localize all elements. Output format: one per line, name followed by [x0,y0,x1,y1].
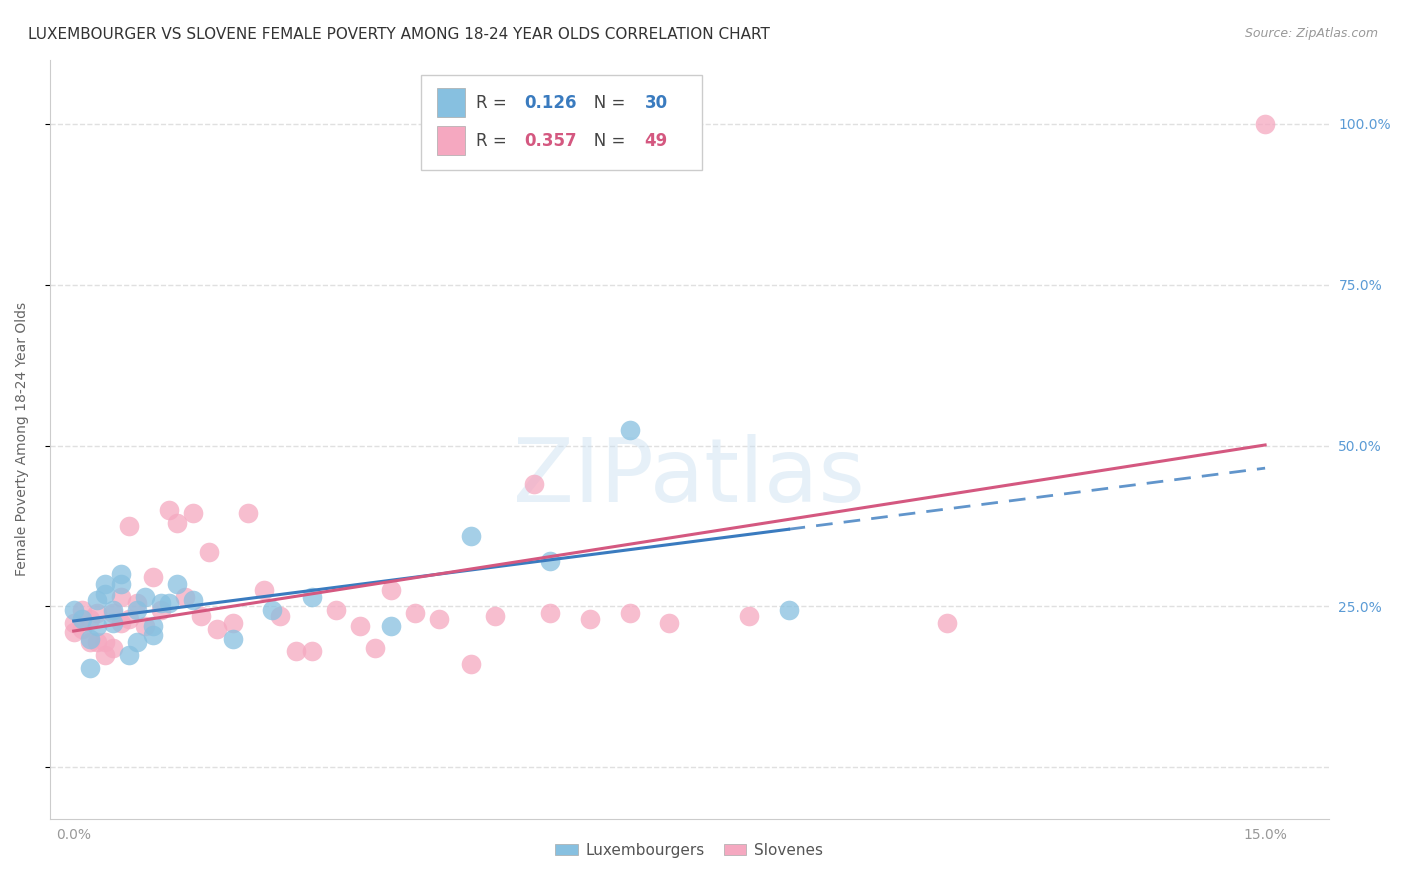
Point [94,577,117,591]
Point [269,609,291,624]
Point [103,641,125,656]
Point [658,615,681,630]
Point [142,570,165,584]
Point [380,618,402,632]
Point [118,519,141,533]
Point [110,590,132,604]
Point [94,648,117,662]
Point [134,590,156,604]
Text: N =: N = [578,132,631,150]
FancyBboxPatch shape [437,127,465,155]
Point [134,618,156,632]
Point [110,577,132,591]
Point [181,593,204,607]
Point [110,567,132,582]
Point [778,602,800,616]
Point [285,644,308,658]
Point [157,503,180,517]
Point [579,612,602,626]
Point [62,602,84,616]
Point [523,477,546,491]
Point [79,632,101,646]
Point [70,612,93,626]
Point [70,602,93,616]
Point [349,618,371,632]
Point [70,622,93,636]
Point [110,615,132,630]
Text: N =: N = [578,94,631,112]
Point [936,615,959,630]
Point [404,606,426,620]
Point [86,606,108,620]
Text: 49: 49 [644,132,668,150]
Point [157,596,180,610]
Point [150,602,173,616]
Point [86,618,108,632]
Point [484,609,506,624]
Text: Source: ZipAtlas.com: Source: ZipAtlas.com [1244,27,1378,40]
Point [142,628,165,642]
Point [262,602,284,616]
Point [150,596,173,610]
Point [79,660,101,674]
Point [166,516,188,530]
Point [538,606,561,620]
Point [181,506,204,520]
Point [173,590,195,604]
Point [79,635,101,649]
Point [62,615,84,630]
Text: 30: 30 [644,94,668,112]
Point [118,648,141,662]
Point [380,583,402,598]
Point [103,602,125,616]
Point [127,602,149,616]
Text: 0.357: 0.357 [524,132,576,150]
Text: LUXEMBOURGER VS SLOVENE FEMALE POVERTY AMONG 18-24 YEAR OLDS CORRELATION CHART: LUXEMBOURGER VS SLOVENE FEMALE POVERTY A… [28,27,770,42]
Point [118,612,141,626]
Point [94,635,117,649]
Point [94,586,117,600]
Point [364,641,387,656]
Point [619,606,641,620]
Point [738,609,761,624]
Text: R =: R = [475,132,512,150]
Point [127,596,149,610]
FancyBboxPatch shape [437,88,465,117]
Point [127,635,149,649]
FancyBboxPatch shape [420,75,702,169]
Point [62,625,84,640]
Point [238,506,260,520]
Point [190,609,212,624]
Point [221,632,243,646]
Point [103,606,125,620]
Point [427,612,450,626]
Point [1254,117,1277,131]
Point [86,593,108,607]
Point [460,529,482,543]
Point [79,612,101,626]
Point [103,615,125,630]
Point [197,545,219,559]
Y-axis label: Female Poverty Among 18-24 Year Olds: Female Poverty Among 18-24 Year Olds [15,302,30,576]
Point [619,423,641,437]
Point [142,618,165,632]
Legend: Luxembourgers, Slovenes: Luxembourgers, Slovenes [550,837,830,864]
Point [301,644,323,658]
Point [301,590,323,604]
Text: R =: R = [475,94,512,112]
Point [205,622,228,636]
Point [166,577,188,591]
Point [221,615,243,630]
Point [538,554,561,568]
Point [325,602,347,616]
Point [460,657,482,672]
Point [253,583,276,598]
Text: ZIPatlas: ZIPatlas [513,434,865,521]
Text: 0.126: 0.126 [524,94,576,112]
Point [86,635,108,649]
